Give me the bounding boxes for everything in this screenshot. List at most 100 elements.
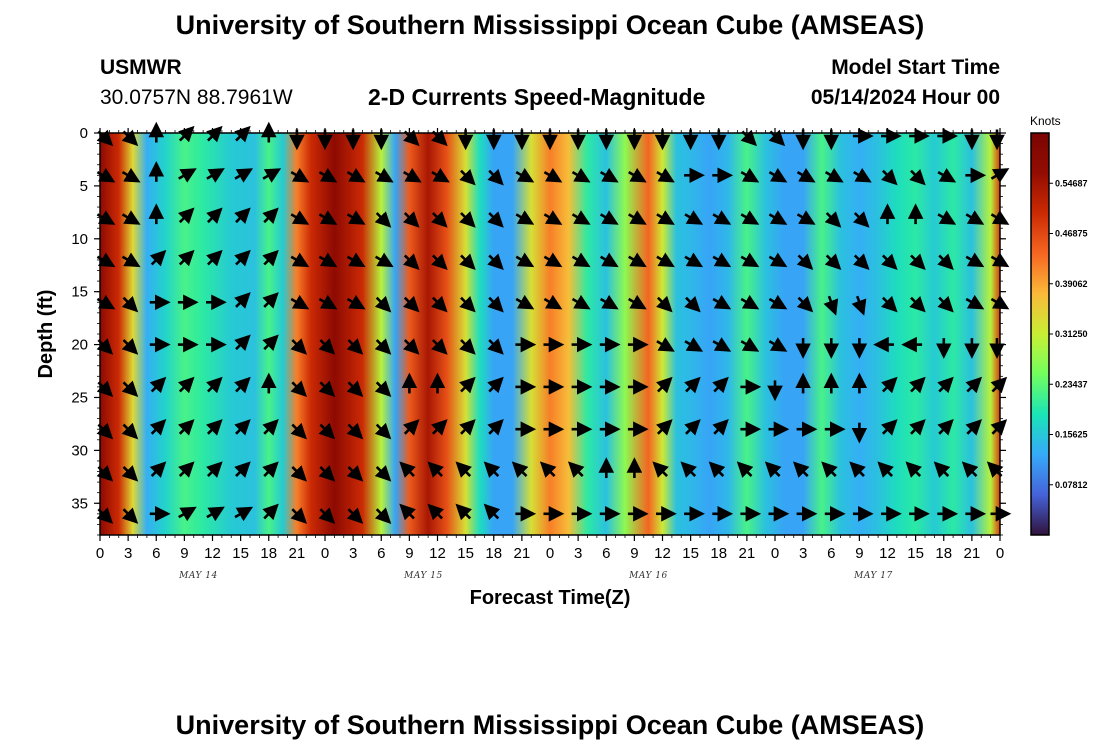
y-tick-label: 30 — [71, 442, 88, 459]
current-arrow — [712, 337, 732, 352]
current-arrow — [823, 295, 839, 316]
current-arrow — [178, 506, 197, 522]
current-arrow — [374, 507, 392, 524]
current-arrow — [318, 507, 336, 524]
current-arrow — [290, 380, 308, 398]
current-arrow — [399, 461, 416, 478]
current-arrow — [234, 292, 251, 309]
current-arrow — [318, 465, 336, 482]
x-tick-label: 9 — [405, 545, 413, 562]
current-arrow — [459, 338, 476, 355]
current-arrow — [374, 422, 392, 440]
current-arrow — [374, 295, 392, 313]
current-arrow — [178, 168, 197, 183]
current-arrow — [431, 419, 448, 436]
current-arrow — [824, 211, 842, 228]
current-arrow — [234, 461, 251, 478]
current-arrow — [933, 461, 951, 478]
current-arrow — [262, 334, 279, 352]
current-arrow — [515, 167, 535, 183]
current-arrow — [487, 295, 504, 313]
current-arrow — [121, 252, 141, 268]
current-arrow — [881, 295, 898, 313]
station-coordinates: 30.0757N 88.7961W — [100, 86, 293, 109]
current-arrow — [455, 503, 473, 521]
current-arrow — [740, 294, 760, 310]
current-arrow — [515, 294, 535, 310]
x-tick-label: 21 — [964, 545, 981, 562]
current-arrow — [740, 252, 760, 268]
current-arrow — [177, 461, 195, 478]
current-arrow — [121, 507, 139, 524]
current-arrow — [177, 376, 195, 394]
current-arrow — [628, 252, 647, 268]
current-arrow — [571, 252, 591, 268]
current-arrow — [206, 419, 223, 436]
current-arrow — [881, 419, 898, 436]
current-arrow — [459, 295, 476, 313]
x-tick-label: 3 — [574, 545, 582, 562]
current-arrow — [234, 334, 251, 352]
colorbar-tick-label: 0.54687 — [1055, 178, 1088, 188]
current-arrow — [965, 210, 985, 225]
current-arrow — [515, 210, 535, 225]
x-tick-label: 18 — [935, 545, 952, 562]
current-arrow — [656, 337, 675, 352]
current-arrow — [346, 422, 364, 440]
current-arrow — [628, 294, 647, 310]
colorbar-tick-label: 0.07812 — [1055, 480, 1088, 490]
current-arrow — [881, 376, 898, 394]
footer-title: University of Southern Mississippi Ocean… — [175, 710, 925, 740]
current-arrow — [567, 461, 585, 478]
current-arrow — [483, 503, 501, 521]
current-arrow — [290, 507, 308, 524]
current-arrow — [881, 253, 898, 270]
current-arrow — [571, 167, 591, 183]
current-arrow — [539, 461, 557, 478]
current-arrow — [852, 211, 870, 228]
x-tick-label: 18 — [260, 545, 277, 562]
current-arrow — [262, 503, 279, 521]
x-tick-label: 12 — [879, 545, 896, 562]
current-arrow — [399, 503, 416, 521]
current-arrow — [206, 506, 225, 522]
x-tick-label: 18 — [710, 545, 727, 562]
current-arrow — [821, 461, 838, 478]
current-arrow — [402, 338, 420, 355]
current-arrow — [768, 167, 788, 183]
current-arrow — [684, 376, 701, 394]
x-tick-label: 12 — [429, 545, 446, 562]
current-arrow — [599, 210, 619, 225]
y-tick-label: 5 — [80, 178, 88, 195]
x-tick-label: 9 — [180, 545, 188, 562]
current-arrow — [431, 167, 450, 183]
current-arrow — [909, 376, 926, 394]
current-arrow — [402, 253, 420, 270]
current-arrow — [121, 167, 141, 183]
colorbar-tick-label: 0.15625 — [1055, 430, 1088, 440]
current-arrow — [656, 295, 673, 313]
current-arrow — [483, 461, 501, 478]
current-arrow — [290, 167, 310, 183]
current-arrow — [262, 168, 282, 183]
current-arrow — [853, 167, 872, 183]
current-arrow — [206, 376, 223, 394]
current-arrow — [318, 338, 336, 355]
current-arrow — [206, 207, 223, 225]
current-arrow — [768, 210, 788, 225]
current-arrow — [346, 252, 366, 268]
current-arrow — [543, 210, 563, 225]
current-arrow — [712, 294, 732, 310]
current-arrow — [431, 211, 448, 228]
current-arrow — [459, 419, 476, 436]
current-arrow — [402, 419, 420, 436]
x-tick-label: 15 — [232, 545, 249, 562]
current-arrow — [877, 461, 894, 478]
date-label: MAY 17 — [853, 571, 893, 581]
current-arrow — [712, 376, 729, 394]
x-tick-label: 9 — [855, 545, 863, 562]
date-label: MAY 15 — [403, 571, 443, 581]
current-arrow — [149, 461, 167, 478]
current-arrow — [234, 376, 251, 394]
x-tick-label: 21 — [739, 545, 756, 562]
